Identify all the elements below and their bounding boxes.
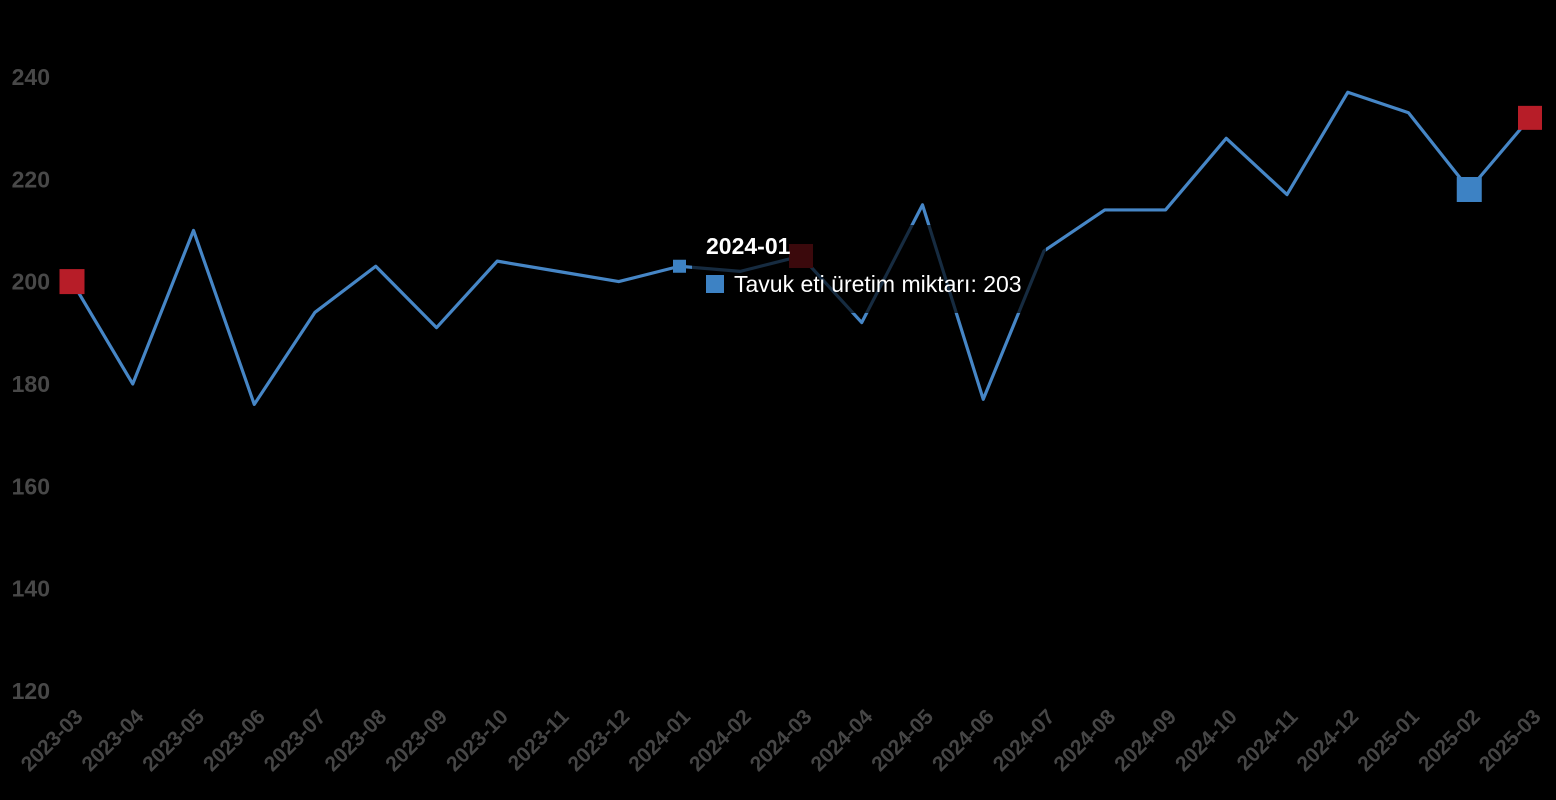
x-axis-label: 2025-02 <box>1414 705 1485 776</box>
x-axis-label: 2024-12 <box>1293 705 1364 776</box>
x-axis-label: 2024-07 <box>989 705 1060 776</box>
x-axis-label: 2024-11 <box>1233 705 1303 775</box>
x-axis-label: 2023-07 <box>260 705 331 776</box>
x-axis-label: 2023-05 <box>138 705 209 776</box>
marker-2023-03[interactable] <box>59 269 85 295</box>
tooltip-series-text: Tavuk eti üretim miktarı: 203 <box>734 271 1022 297</box>
x-axis-label: 2023-11 <box>504 705 574 775</box>
x-axis-label: 2024-03 <box>746 705 817 776</box>
series-swatch-icon <box>706 275 724 293</box>
x-axis-label: 2024-02 <box>685 705 756 776</box>
y-axis-label: 140 <box>12 576 50 602</box>
marker-hovered-2024-01[interactable] <box>673 259 686 273</box>
x-axis-label: 2024-04 <box>807 705 878 776</box>
x-axis-label: 2023-09 <box>381 705 452 776</box>
x-axis-label: 2024-01 <box>624 705 695 776</box>
tooltip-series-row: Tavuk eti üretim miktarı: 203 <box>706 272 1034 296</box>
x-axis-label: 2023-04 <box>78 705 149 776</box>
x-axis-label: 2024-09 <box>1110 705 1181 776</box>
x-axis-label: 2023-10 <box>442 705 513 776</box>
x-axis-label: 2025-01 <box>1353 705 1424 776</box>
x-axis-label: 2024-10 <box>1171 705 1242 776</box>
x-axis-label: 2025-03 <box>1475 705 1546 776</box>
tooltip: 2024-01 Tavuk eti üretim miktarı: 203 <box>692 225 1046 313</box>
y-axis-label: 180 <box>12 371 50 397</box>
x-axis-label: 2023-06 <box>199 705 270 776</box>
x-axis-label: 2024-08 <box>1050 705 1121 776</box>
x-axis-label: 2023-08 <box>321 705 392 776</box>
y-axis-label: 200 <box>12 269 50 295</box>
x-axis-label: 2023-03 <box>17 705 88 776</box>
marker-2025-03[interactable] <box>1518 105 1542 130</box>
y-axis-label: 120 <box>12 678 50 704</box>
y-axis-label: 240 <box>12 64 50 90</box>
y-axis-label: 160 <box>12 473 50 499</box>
x-axis-label: 2023-12 <box>564 705 635 776</box>
y-axis-label: 220 <box>12 166 50 192</box>
marker-2025-02[interactable] <box>1456 176 1482 202</box>
tooltip-title: 2024-01 <box>706 233 791 259</box>
x-axis-label: 2024-05 <box>867 705 938 776</box>
x-axis-label: 2024-06 <box>928 705 999 776</box>
